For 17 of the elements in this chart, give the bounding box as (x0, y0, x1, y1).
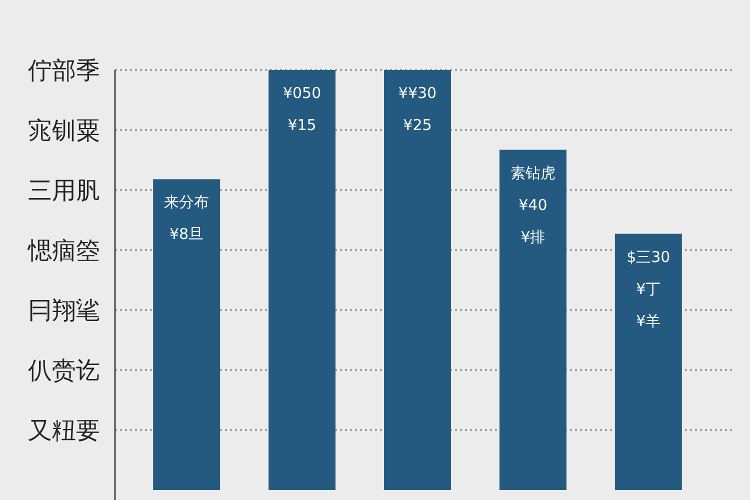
bar (614, 234, 682, 490)
annotation: ¥050 ¥15 (282, 84, 322, 134)
annotation: ¥¥30 ¥25 (398, 84, 437, 134)
text: 佇部季 (28, 56, 100, 84)
bar (153, 179, 220, 490)
text: 三用䏎 (28, 176, 100, 204)
bar (384, 70, 451, 490)
annotation: $三30 ¥丁 ¥羊 (626, 248, 670, 330)
text: 愢痼箜 (27, 236, 100, 264)
annotation: 素钻虎 ¥40 ¥排 (510, 164, 556, 246)
bar (499, 150, 566, 490)
text: 又粈要 (28, 416, 100, 444)
text: 宨钏粟 (28, 116, 100, 144)
text: 仈赍讫 (28, 356, 100, 384)
text: 冃翔㲚 (28, 296, 100, 324)
annotation: 来分布 ¥8旦 (164, 193, 210, 244)
bar (268, 70, 336, 490)
